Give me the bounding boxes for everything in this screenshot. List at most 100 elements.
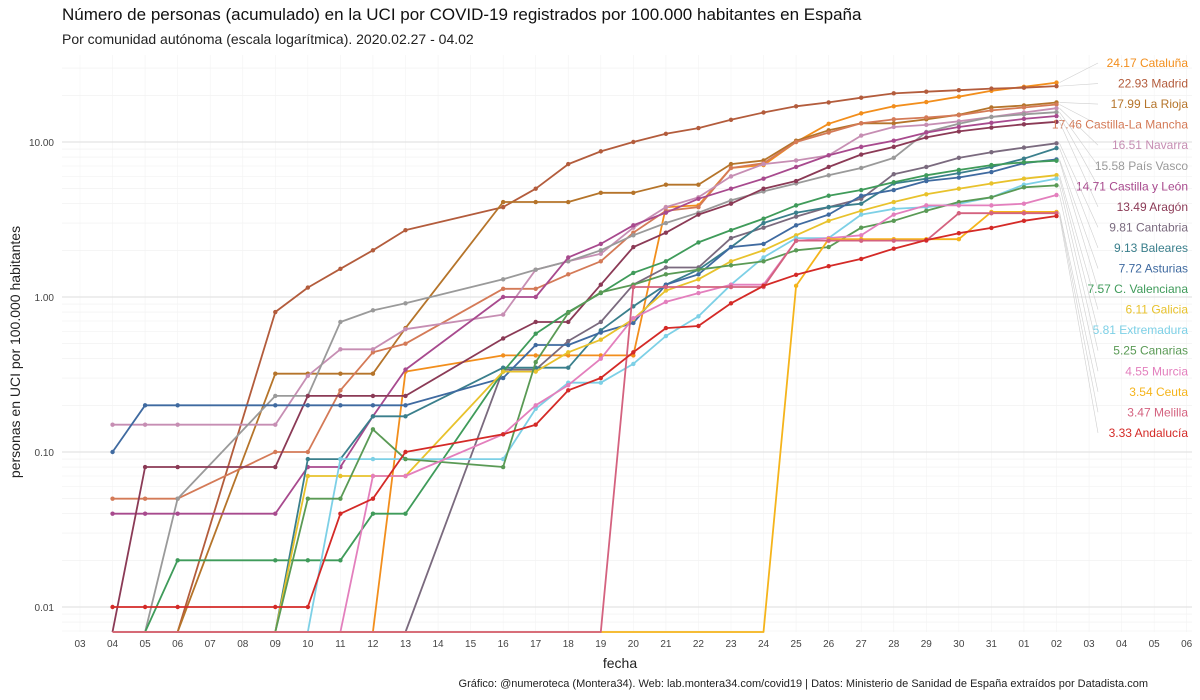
data-point (859, 196, 864, 202)
series-end-label: 9.81 Cantabria (1109, 220, 1188, 234)
data-point (728, 284, 734, 290)
series-line (112, 212, 1057, 633)
data-point (663, 182, 669, 187)
data-point (403, 414, 408, 419)
data-point (663, 131, 669, 136)
data-point (566, 199, 571, 205)
data-point (859, 95, 864, 100)
data-point (1054, 106, 1059, 111)
data-point (956, 167, 962, 173)
data-point (175, 403, 180, 408)
data-point (175, 604, 180, 610)
data-point (859, 144, 864, 150)
data-point (728, 263, 734, 268)
data-point (891, 212, 896, 217)
data-point (1054, 172, 1059, 178)
data-point (663, 333, 669, 339)
label-leader-line (1059, 211, 1099, 392)
data-point (631, 223, 636, 228)
data-point (859, 152, 864, 157)
data-point (175, 558, 180, 563)
data-point (598, 290, 603, 295)
data-point (305, 558, 311, 563)
x-tick-label: 03 (74, 639, 86, 650)
data-point (728, 186, 734, 191)
data-point (1021, 145, 1027, 150)
data-point (598, 241, 603, 247)
x-tick-label: 01 (1018, 639, 1030, 650)
x-tick-label: 23 (725, 639, 737, 650)
data-point (110, 604, 115, 610)
data-point (142, 604, 148, 610)
data-point (1021, 116, 1027, 122)
series-end-label: 5.25 Canarias (1113, 344, 1188, 358)
data-point (728, 201, 734, 206)
x-tick-label: 09 (270, 639, 282, 650)
data-point (761, 216, 766, 221)
label-leader-line (1059, 121, 1099, 207)
data-point (761, 255, 766, 260)
data-point (142, 403, 148, 408)
series-line (111, 120, 1057, 633)
x-tick-label: 05 (1149, 639, 1161, 650)
data-point (533, 403, 538, 408)
data-point (1021, 122, 1027, 127)
data-point (663, 265, 669, 270)
data-point (175, 511, 180, 516)
data-point (403, 367, 408, 372)
data-point (761, 241, 766, 247)
data-point (728, 244, 734, 250)
data-point (305, 604, 311, 610)
data-point (989, 181, 994, 186)
series-asturias (110, 157, 1059, 455)
data-point (989, 108, 994, 113)
data-point (598, 319, 603, 325)
data-point (859, 238, 864, 243)
data-point (1021, 201, 1027, 206)
x-tick-label: 04 (1116, 639, 1128, 650)
data-point (305, 373, 311, 379)
data-point (110, 422, 115, 427)
y-tick-label: 0.01 (35, 603, 55, 614)
data-point (924, 99, 929, 105)
data-point (598, 149, 603, 154)
x-tick-label: 20 (628, 639, 640, 650)
data-point (305, 403, 311, 408)
data-point (989, 86, 994, 91)
data-point (110, 511, 115, 516)
label-leader-line (1059, 160, 1099, 290)
data-point (891, 187, 896, 193)
data-point (533, 294, 538, 300)
data-point (1021, 176, 1027, 181)
x-tick-label: 02 (1051, 639, 1063, 650)
data-point (793, 223, 799, 228)
data-point (631, 353, 636, 358)
data-point (891, 171, 896, 177)
data-point (403, 473, 408, 479)
x-tick-label: 14 (432, 639, 444, 650)
data-point (1021, 160, 1027, 165)
data-point (631, 350, 636, 355)
series-ceuta (112, 209, 1059, 633)
data-point (826, 164, 831, 170)
data-point (859, 233, 864, 238)
data-point (500, 365, 506, 370)
data-point (338, 456, 343, 462)
data-point (338, 371, 343, 376)
data-point (175, 422, 180, 427)
data-point (826, 100, 831, 105)
data-point (696, 182, 701, 187)
data-point (891, 138, 896, 143)
series-end-label: 6.11 Galicia (1126, 303, 1189, 317)
data-point (663, 259, 669, 264)
data-point (924, 135, 929, 140)
data-point (956, 230, 962, 236)
data-point (500, 353, 506, 358)
data-point (1054, 83, 1059, 89)
data-point (989, 169, 994, 175)
data-point (761, 176, 766, 181)
x-tick-label: 16 (498, 639, 510, 650)
data-point (891, 199, 896, 205)
data-point (826, 244, 831, 250)
